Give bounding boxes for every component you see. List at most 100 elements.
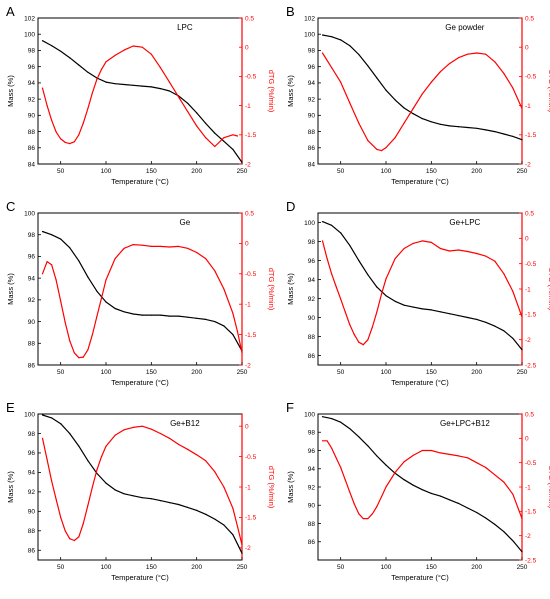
dtg-point: [485, 53, 487, 55]
mass-point: [385, 295, 387, 297]
mass-point: [223, 140, 225, 142]
plot-frame: [37, 212, 243, 366]
dtg-point: [421, 240, 423, 242]
dtg-point: [241, 544, 243, 546]
dtg-point: [100, 456, 103, 458]
mass-point: [340, 232, 342, 234]
mass-point: [430, 121, 432, 123]
y-tick-label: 88: [28, 341, 36, 348]
dtg-point: [362, 518, 364, 520]
dtg-point: [187, 448, 189, 450]
dtg-point: [96, 78, 98, 80]
mass-curve: [42, 414, 243, 554]
mass-point: [385, 464, 387, 466]
dtg-point: [232, 134, 234, 136]
y2-tick-label: -1: [245, 302, 251, 309]
y-tick-label: 92: [308, 484, 316, 491]
y2-tick-label: -0.5: [525, 460, 537, 467]
mass-point: [358, 259, 360, 262]
panel-a: A LPC 50 100 150 200 250 84 86 88 90 92 94 96 98 100 102…: [6, 4, 276, 186]
dtg-point: [51, 119, 53, 121]
mass-point: [105, 301, 107, 303]
dtg-point: [41, 273, 44, 275]
mass-point: [467, 126, 469, 129]
y-tick-label: 96: [28, 64, 36, 71]
x-tick-label: 100: [101, 369, 112, 376]
x-tick-label: 250: [517, 564, 528, 571]
mass-point: [60, 50, 62, 52]
dtg-point: [358, 341, 360, 343]
y2-tick-label: 0: [525, 45, 529, 52]
dtg-point: [87, 107, 89, 110]
y-tick-label: 94: [28, 275, 36, 282]
dtg-point: [78, 536, 80, 538]
panel-letter: B: [286, 4, 295, 19]
y-tick-label: 90: [308, 503, 316, 510]
mass-point: [430, 309, 432, 311]
y-tick-label: 88: [28, 129, 36, 136]
mass-point: [457, 315, 460, 317]
mass-point: [105, 81, 107, 83]
mass-point: [123, 83, 125, 86]
y-tick-label: 94: [308, 277, 316, 284]
mass-point: [521, 551, 523, 553]
dtg-point: [105, 279, 107, 281]
mass-point: [150, 86, 152, 88]
mass-point: [187, 506, 189, 508]
y-tick-label: 100: [24, 210, 35, 217]
mass-point: [105, 482, 107, 484]
plot-frame: [317, 17, 523, 165]
mass-point: [448, 313, 451, 315]
dtg-point: [403, 122, 405, 124]
dtg-point: [232, 312, 234, 314]
y2-tick-label: 0.5: [245, 15, 254, 22]
mass-point: [349, 45, 351, 47]
mass-point: [448, 125, 451, 127]
x-tick-label: 250: [237, 168, 248, 175]
dtg-curve: [41, 425, 243, 545]
y-tick-label: 86: [28, 145, 36, 152]
dtg-point: [321, 240, 324, 242]
plot-frame: [37, 17, 243, 165]
y2-tick-label: 0: [525, 236, 529, 243]
y2-axis-label: dTG (%/min): [267, 70, 276, 113]
x-tick-label: 250: [517, 168, 528, 175]
y-tick-label: 90: [28, 509, 36, 516]
y-tick-label: 86: [28, 548, 36, 555]
dtg-point: [439, 71, 441, 73]
dtg-point: [236, 135, 239, 137]
mass-point: [494, 131, 496, 133]
dtg-point: [448, 250, 451, 252]
dtg-point: [521, 316, 523, 318]
mass-point: [394, 300, 396, 302]
dtg-curve: [41, 244, 243, 359]
y2-tick-label: -2: [245, 545, 251, 552]
mass-point: [114, 307, 116, 310]
dtg-point: [132, 426, 134, 428]
mass-point: [503, 531, 505, 533]
mass-point: [412, 113, 414, 115]
mass-point: [476, 127, 478, 129]
dtg-point: [439, 247, 441, 250]
mass-curve: [42, 230, 243, 352]
dtg-point: [331, 273, 333, 275]
mass-point: [159, 88, 161, 90]
dtg-point: [457, 455, 460, 457]
mass-point: [78, 445, 80, 447]
dtg-point: [132, 45, 134, 47]
dtg-point: [46, 261, 48, 263]
mass-point: [123, 493, 125, 495]
dtg-point: [214, 145, 216, 148]
y-axis-label: Mass (%): [6, 273, 15, 305]
dtg-point: [412, 107, 414, 110]
dtg-point: [326, 440, 328, 442]
dtg-point: [494, 260, 496, 262]
panel-b: B Ge powder 50 100 150 200 250 84 86 88 90 92 94 96 98…: [286, 4, 550, 186]
panel-e: E Ge+B12 50 100 150 200 250 86 88 90 92 94 96 98 100 -2…: [6, 400, 276, 582]
y-tick-label: 94: [28, 470, 36, 477]
dtg-point: [430, 449, 432, 452]
dtg-point: [114, 258, 116, 260]
x-tick-label: 150: [426, 564, 437, 571]
y-tick-label: 94: [308, 466, 316, 473]
dtg-point: [159, 432, 161, 435]
